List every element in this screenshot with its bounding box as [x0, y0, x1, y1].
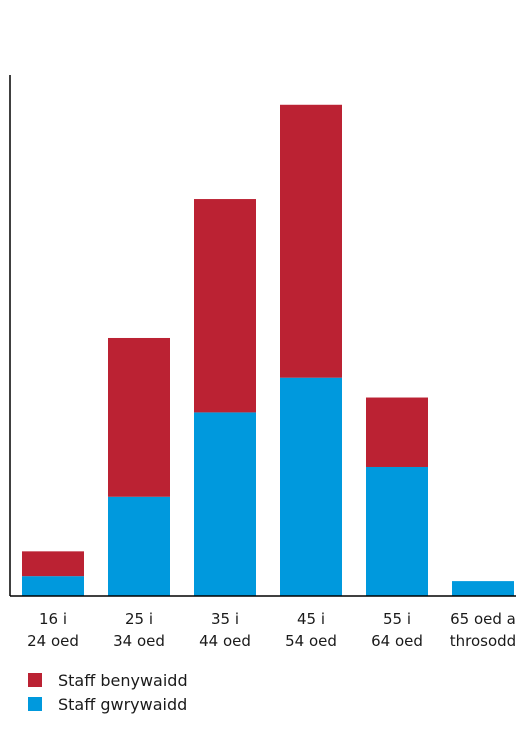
x-tick-label-5: 65 oed a throsodd [450, 610, 516, 650]
x-tick-label-5-line-1: throsodd [450, 632, 516, 650]
x-tick-label-1: 25 i 34 oed [113, 610, 165, 650]
legend-item-female: Staff benywaidd [28, 668, 188, 692]
legend: Staff benywaidd Staff gwrywaidd [28, 668, 188, 716]
x-tick-label-3-line-0: 45 i [297, 610, 325, 628]
legend-label-female: Staff benywaidd [58, 670, 188, 690]
bar-male-4 [366, 466, 428, 596]
x-tick-label-3: 45 i 54 oed [285, 610, 337, 650]
age-distribution-chart: 16 i 24 oed 25 i 34 oed 35 i 44 oed 45 i 54 oed… [9, 75, 516, 650]
bar-male-2 [194, 412, 256, 596]
legend-swatch-male [28, 697, 42, 711]
bar-female-0 [22, 551, 84, 577]
bar-female-3 [280, 104, 342, 378]
x-tick-label-0: 16 i 24 oed [27, 610, 79, 650]
legend-item-male: Staff gwrywaidd [28, 692, 188, 716]
x-tick-label-3-line-1: 54 oed [285, 632, 337, 650]
x-tick-label-4: 55 i 64 oed [371, 610, 423, 650]
bar-female-2 [194, 199, 256, 413]
x-tick-label-5-line-0: 65 oed a [450, 610, 516, 628]
x-tick-label-1-line-1: 34 oed [113, 632, 165, 650]
x-tick-label-4-line-1: 64 oed [371, 632, 423, 650]
x-tick-labels: 16 i 24 oed 25 i 34 oed 35 i 44 oed 45 i 54 oed… [27, 610, 516, 650]
x-tick-label-2-line-1: 44 oed [199, 632, 251, 650]
x-tick-label-4-line-0: 55 i [383, 610, 411, 628]
legend-swatch-female [28, 673, 42, 687]
bar-male-5 [452, 581, 514, 596]
x-tick-label-2: 35 i 44 oed [199, 610, 251, 650]
x-tick-label-0-line-1: 24 oed [27, 632, 79, 650]
x-tick-label-2-line-0: 35 i [211, 610, 239, 628]
x-tick-label-0-line-0: 16 i [39, 610, 67, 628]
bar-female-4 [366, 397, 428, 467]
bar-male-3 [280, 377, 342, 596]
x-tick-label-1-line-0: 25 i [125, 610, 153, 628]
bar-female-1 [108, 337, 170, 497]
bar-male-1 [108, 496, 170, 596]
bar-male-0 [22, 576, 84, 596]
legend-label-male: Staff gwrywaidd [58, 694, 188, 714]
bars-layer [22, 104, 514, 596]
